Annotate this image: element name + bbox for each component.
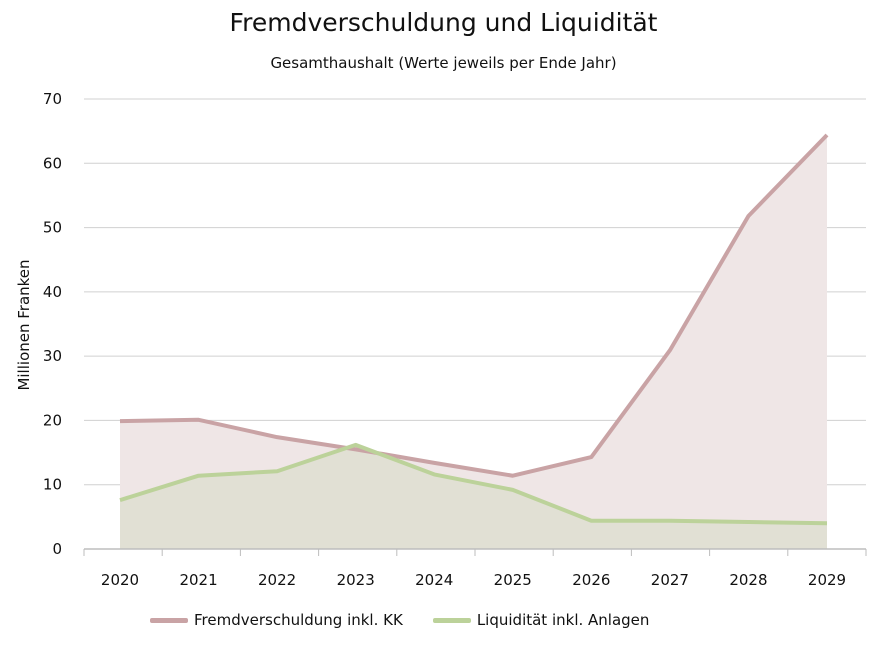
legend: Fremdverschuldung inkl. KK Liquidität in… (150, 611, 649, 629)
legend-item-liquidity: Liquidität inkl. Anlagen (432, 611, 650, 629)
legend-swatch-liquidity (432, 617, 471, 623)
x-tick-label: 2021 (179, 571, 217, 589)
x-tick-label: 2026 (572, 571, 610, 589)
y-tick-label: 70 (43, 90, 62, 108)
x-tick-label: 2024 (415, 571, 453, 589)
chart-title: Fremdverschuldung und Liquidität (229, 8, 658, 37)
y-tick-label: 40 (43, 283, 62, 301)
area-1 (120, 444, 827, 549)
x-tick-label: 2022 (258, 571, 296, 589)
legend-label-debt: Fremdverschuldung inkl. KK (194, 611, 403, 629)
legend-swatch-debt (150, 617, 188, 623)
x-tick-label: 2023 (337, 571, 375, 589)
series-line-0 (119, 133, 829, 478)
y-tick-label: 30 (43, 347, 62, 365)
y-tick-label: 0 (52, 540, 62, 558)
y-axis-label: Millionen Franken (15, 259, 33, 390)
y-tick-label: 60 (43, 154, 62, 172)
y-tick-label: 50 (43, 219, 62, 237)
x-tick-label: 2028 (729, 571, 767, 589)
legend-label-liquidity: Liquidität inkl. Anlagen (476, 611, 650, 629)
area-0 (120, 135, 827, 549)
x-tick-label: 2020 (101, 571, 139, 589)
x-tick-label: 2027 (651, 571, 689, 589)
y-tick-label: 10 (43, 476, 62, 494)
y-tick-label: 20 (43, 411, 62, 429)
chart-subtitle: Gesamthaushalt (Werte jeweils per Ende J… (270, 54, 617, 72)
x-tick-label: 2025 (494, 571, 532, 589)
legend-item-debt: Fremdverschuldung inkl. KK (150, 611, 403, 629)
series-line-1 (119, 442, 828, 526)
x-tick-label: 2029 (808, 571, 846, 589)
